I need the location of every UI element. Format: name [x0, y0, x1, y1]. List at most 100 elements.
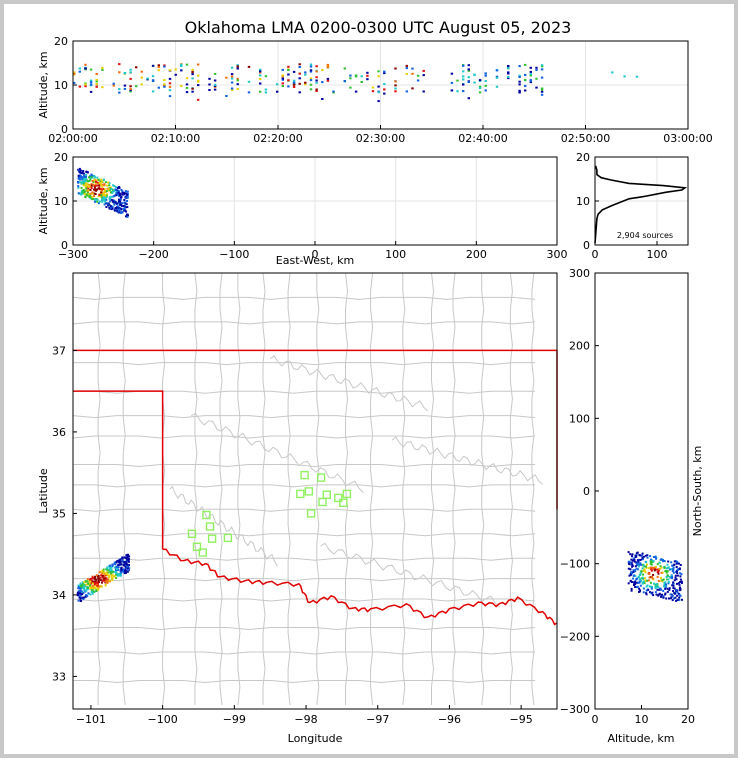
source-pixel: [82, 182, 85, 185]
source-pixel: [83, 587, 86, 590]
source-pixel: [119, 203, 122, 206]
source-pixel: [197, 98, 200, 101]
source-pixel: [73, 73, 76, 76]
source-pixel: [98, 188, 101, 191]
source-pixel: [109, 200, 112, 203]
source-pixel: [103, 575, 106, 578]
source-pixel: [411, 87, 414, 90]
source-pixel: [478, 87, 482, 89]
source-pixel: [127, 567, 129, 570]
altitude-tick-label: 20: [54, 35, 68, 48]
county-line: [72, 627, 536, 631]
longitude-tick-label: −98: [294, 713, 317, 726]
source-pixel: [99, 576, 102, 579]
plan-view-xlabel: Longitude: [288, 732, 343, 745]
eastwest-altitude-panel: −300 −200 −100 0 100 200 300 0 10 20: [54, 151, 568, 261]
source-pixel: [651, 586, 653, 588]
source-pixel: [107, 571, 110, 574]
source-pixel: [462, 70, 465, 73]
source-pixel: [122, 560, 125, 563]
source-pixel: [119, 198, 122, 201]
source-pixel: [125, 554, 128, 557]
source-pixel: [163, 79, 166, 82]
source-pixel: [163, 65, 166, 68]
source-pixel: [366, 71, 369, 74]
source-pixel: [645, 566, 648, 569]
source-pixel: [462, 75, 465, 78]
source-pixel: [675, 599, 678, 602]
source-pixel: [168, 82, 172, 85]
source-pixel: [632, 557, 635, 560]
source-pixel: [650, 587, 653, 590]
source-pixel: [77, 180, 79, 183]
source-pixel: [91, 589, 94, 592]
source-pixel: [103, 184, 106, 187]
source-pixel: [540, 65, 544, 68]
source-pixel: [90, 187, 93, 190]
source-pixel: [96, 184, 99, 187]
source-pixel: [298, 82, 301, 85]
source-pixel: [123, 87, 127, 90]
source-pixel: [91, 192, 94, 195]
source-pixel: [127, 569, 129, 571]
source-pixel: [97, 184, 100, 187]
source-pixel: [122, 568, 125, 571]
source-pixel: [82, 184, 85, 187]
source-pixel: [529, 81, 532, 84]
source-pixel: [124, 209, 127, 212]
source-pixel: [637, 576, 640, 578]
source-pixel: [77, 186, 80, 189]
source-pixel: [101, 68, 104, 71]
source-pixel: [113, 566, 116, 569]
source-pixel: [642, 573, 644, 576]
source-pixel: [656, 575, 659, 578]
source-pixel: [644, 577, 646, 580]
source-pixel: [78, 170, 81, 173]
source-pixel: [90, 183, 93, 185]
source-pixel: [462, 83, 465, 86]
source-pixel: [676, 574, 679, 577]
source-pixel: [360, 81, 363, 83]
source-pixel: [664, 593, 667, 596]
source-pixel: [535, 68, 538, 71]
altitude-tick-label: 0: [592, 713, 599, 726]
source-pixel: [85, 173, 88, 176]
source-pixel: [638, 580, 641, 583]
source-pixel: [518, 91, 521, 94]
source-pixel: [77, 185, 80, 188]
source-pixel: [112, 570, 115, 573]
source-pixel: [654, 585, 657, 588]
source-pixel: [628, 563, 631, 566]
source-pixel: [676, 582, 678, 585]
source-pixel: [681, 598, 683, 601]
source-pixel: [478, 85, 482, 88]
source-pixel: [108, 182, 111, 185]
source-pixel: [114, 201, 117, 204]
source-pixel: [656, 563, 659, 566]
source-pixel: [106, 573, 109, 576]
source-pixel: [213, 83, 217, 86]
source-pixel: [185, 87, 189, 89]
county-line: [73, 680, 535, 684]
source-pixel: [95, 85, 98, 88]
source-pixel: [663, 585, 665, 588]
source-pixel: [151, 64, 155, 67]
source-pixel: [383, 92, 386, 95]
source-pixel: [126, 563, 129, 566]
source-pixel: [676, 568, 679, 571]
source-pixel: [632, 569, 635, 572]
source-pixel: [535, 77, 538, 80]
source-pixel: [108, 189, 111, 192]
source-pixel: [104, 181, 107, 184]
source-pixel: [116, 568, 118, 571]
source-pixel: [640, 570, 643, 573]
source-pixel: [126, 215, 129, 218]
source-pixel: [117, 191, 120, 194]
source-pixel: [627, 582, 630, 585]
source-pixel: [110, 572, 113, 575]
source-pixel: [676, 569, 678, 572]
source-pixel: [101, 86, 104, 89]
source-pixel: [304, 71, 307, 74]
north-south-tick-label: −100: [560, 558, 590, 571]
source-pixel: [126, 556, 129, 559]
